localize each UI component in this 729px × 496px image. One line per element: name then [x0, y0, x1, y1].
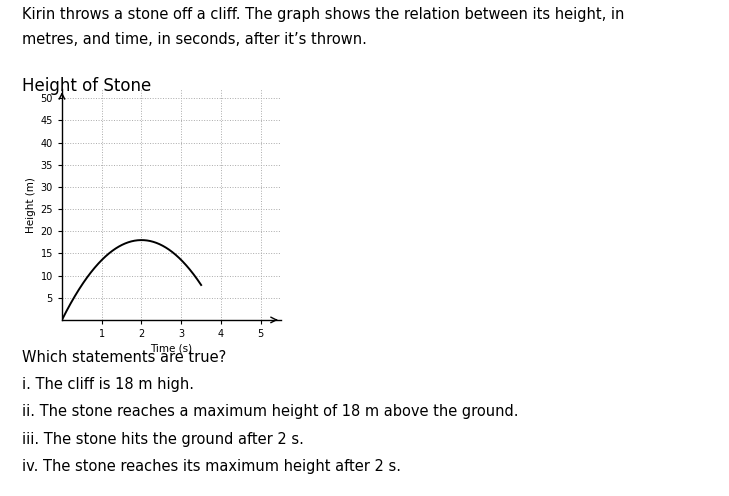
- Text: Height of Stone: Height of Stone: [22, 77, 151, 95]
- X-axis label: Time (s): Time (s): [150, 343, 192, 353]
- Text: Kirin throws a stone off a cliff. The graph shows the relation between its heigh: Kirin throws a stone off a cliff. The gr…: [22, 7, 624, 22]
- Text: iv. The stone reaches its maximum height after 2 s.: iv. The stone reaches its maximum height…: [22, 459, 401, 474]
- Text: i. The cliff is 18 m high.: i. The cliff is 18 m high.: [22, 377, 194, 392]
- Text: ii. The stone reaches a maximum height of 18 m above the ground.: ii. The stone reaches a maximum height o…: [22, 404, 518, 419]
- Y-axis label: Height (m): Height (m): [26, 177, 36, 233]
- Text: iii. The stone hits the ground after 2 s.: iii. The stone hits the ground after 2 s…: [22, 432, 304, 446]
- Text: Which statements are true?: Which statements are true?: [22, 350, 226, 365]
- Text: metres, and time, in seconds, after it’s thrown.: metres, and time, in seconds, after it’s…: [22, 32, 367, 47]
